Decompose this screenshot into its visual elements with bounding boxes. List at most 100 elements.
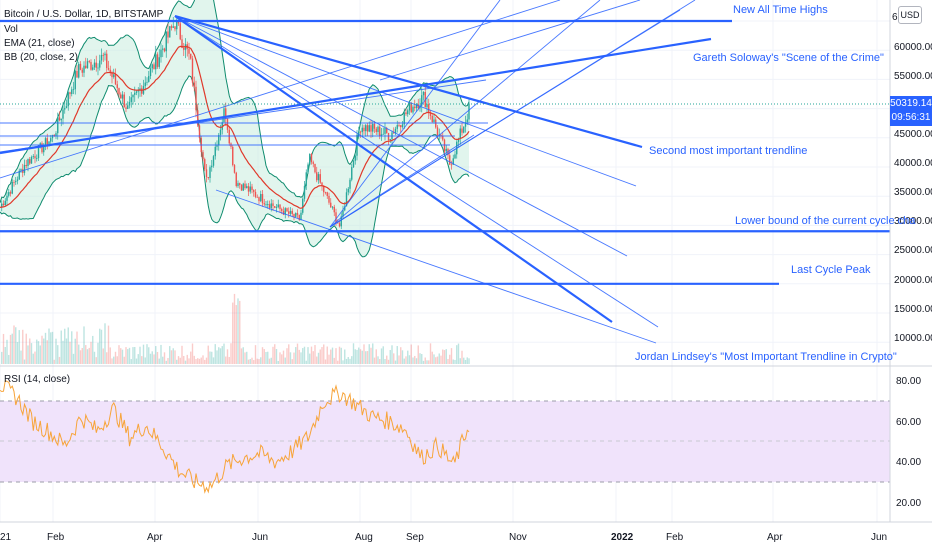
candle-body	[415, 104, 418, 109]
volume-bar	[16, 342, 19, 364]
volume-bar	[279, 352, 281, 364]
volume-bar	[44, 332, 47, 364]
legend-bollinger[interactable]: BB (20, close, 2)	[4, 52, 78, 63]
volume-bar	[83, 326, 85, 364]
candle-body	[305, 172, 307, 186]
annotation-lindsey[interactable]: Jordan Lindsey's "Most Important Trendli…	[635, 351, 897, 363]
candle-body	[37, 145, 40, 159]
volume-bar	[232, 302, 234, 364]
candle-body	[48, 141, 50, 147]
candle-body	[298, 214, 300, 220]
annotation-lower-bound[interactable]: Lower bound of the current cycle cha	[735, 215, 916, 227]
candle-body	[363, 127, 365, 132]
candle-body	[1, 203, 3, 208]
volume-bar	[190, 351, 192, 364]
volume-bar	[352, 343, 355, 364]
volume-bar	[72, 353, 75, 364]
candle-body	[440, 134, 442, 136]
candle-body	[139, 88, 141, 91]
volume-bar	[207, 345, 209, 364]
candle-body	[158, 57, 160, 67]
volume-bar	[211, 351, 213, 364]
annotation-soloway[interactable]: Gareth Soloway's "Scene of the Crime"	[693, 52, 884, 64]
volume-bar	[58, 356, 61, 364]
price-tick: 40000.00	[894, 158, 932, 169]
time-tick: Aug	[355, 532, 373, 543]
volume-bar	[309, 353, 311, 364]
volume-bar	[386, 355, 388, 364]
legend-volume[interactable]: Vol	[4, 24, 18, 35]
volume-bar	[167, 357, 169, 364]
currency-badge[interactable]: USD	[898, 6, 922, 24]
volume-bar	[438, 353, 440, 364]
candles	[1, 15, 470, 230]
volume-bar	[452, 359, 454, 364]
volume-bar	[127, 349, 129, 364]
candle-body	[153, 64, 155, 70]
candle-body	[279, 204, 281, 210]
volume-bar	[55, 338, 57, 364]
annotation-ath[interactable]: New All Time Highs	[733, 4, 828, 16]
volume-bar	[6, 339, 8, 364]
candle-body	[74, 71, 76, 90]
trendline-thin	[174, 15, 637, 187]
candle-body	[445, 148, 447, 152]
candle-body	[225, 108, 227, 119]
bollinger-band-fill	[0, 0, 469, 257]
volume-bar	[300, 352, 302, 364]
volume-bar	[354, 349, 356, 364]
bar-countdown: 09:56:31	[891, 112, 931, 123]
candle-body	[436, 127, 439, 136]
candle-body	[130, 97, 132, 102]
candle-body	[160, 49, 162, 58]
annotation-second-trendline[interactable]: Second most important trendline	[649, 145, 807, 157]
candle-body	[85, 65, 87, 69]
volume-bar	[13, 325, 15, 364]
candle-body	[137, 90, 139, 92]
volume-bar	[331, 347, 334, 364]
volume-bar	[239, 300, 241, 364]
price-tick: 20000.00	[894, 275, 932, 286]
volume-bar	[351, 356, 353, 364]
candle-body	[195, 86, 197, 111]
candle-body	[83, 65, 85, 73]
candle-body	[296, 213, 299, 215]
candle-body	[2, 203, 5, 206]
candle-body	[151, 64, 153, 69]
volume-bar	[431, 351, 433, 364]
candle-body	[23, 164, 26, 173]
candle-body	[104, 53, 106, 56]
candle-body	[463, 126, 465, 133]
volume-bar	[86, 349, 89, 364]
volume-bar	[67, 327, 69, 364]
volume-bar	[296, 343, 299, 364]
candle-body	[316, 172, 318, 181]
volume-bar	[142, 344, 145, 364]
legend-rsi[interactable]: RSI (14, close)	[4, 374, 71, 385]
legend-symbol[interactable]: Bitcoin / U.S. Dollar, 1D, BITSTAMP	[4, 9, 164, 20]
candle-body	[170, 26, 173, 28]
candle-body	[100, 54, 103, 61]
legend-ema[interactable]: EMA (21, close)	[4, 38, 75, 49]
volume-bar	[205, 357, 208, 364]
candle-body	[326, 192, 328, 196]
candle-body	[293, 213, 295, 217]
volume-bar	[379, 359, 381, 364]
volume-bar	[25, 333, 27, 364]
volume-bar	[186, 354, 188, 364]
volume-bar	[421, 354, 423, 364]
candle-body	[340, 216, 342, 227]
volume-bar	[184, 360, 187, 364]
candle-body	[221, 122, 223, 130]
candle-body	[204, 159, 206, 170]
candle-body	[302, 198, 304, 213]
price-tick: 10000.00	[894, 333, 932, 344]
volume-bar	[177, 356, 180, 364]
volume-bar	[107, 325, 110, 364]
annotation-last-cycle-peak[interactable]: Last Cycle Peak	[791, 264, 871, 276]
candle-body	[113, 74, 115, 78]
volume-bar	[60, 330, 62, 364]
volume-bar	[149, 353, 152, 364]
